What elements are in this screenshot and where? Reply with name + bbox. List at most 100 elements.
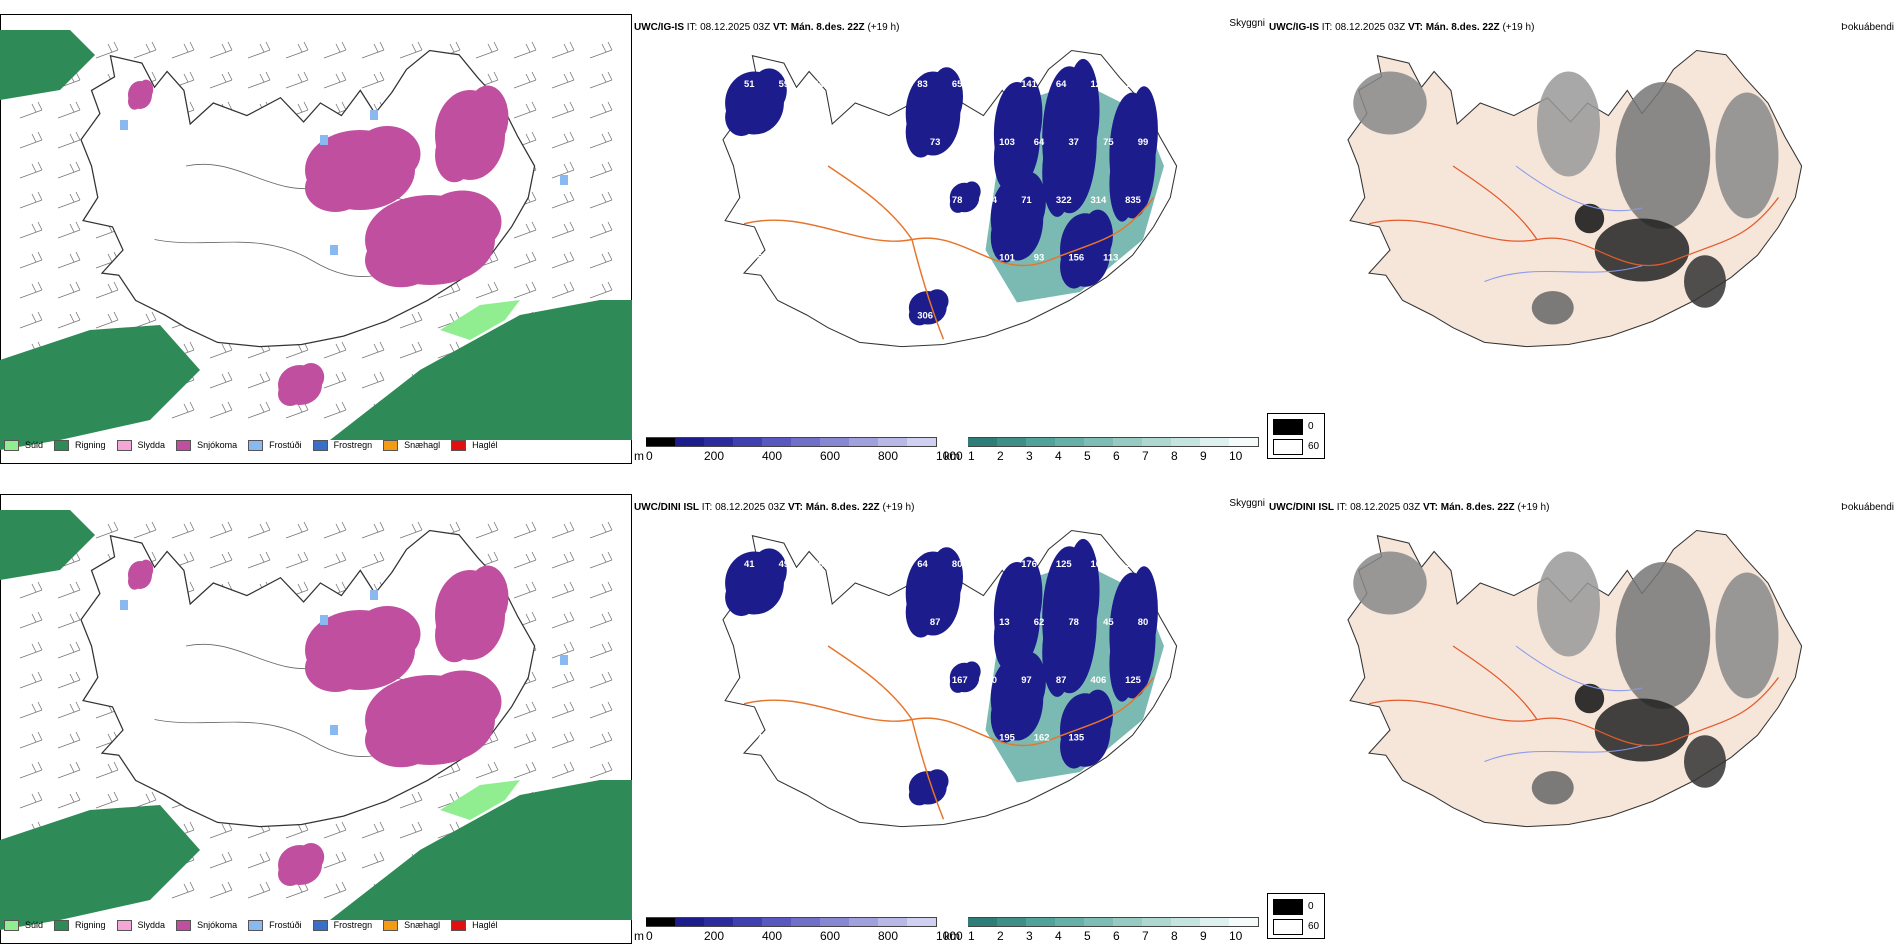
it-label: IT: (686, 22, 698, 33)
cloud-base-value: 41 (744, 559, 755, 570)
legend-label: Slydda (137, 440, 166, 450)
cloud-base-value: 80 (1138, 617, 1149, 628)
fog-gray-area (1715, 572, 1779, 699)
fog-legend-box: 0 60 (1267, 893, 1325, 939)
legend-item: Haglél (451, 919, 498, 931)
cloud-base-value: 406 (1091, 675, 1107, 686)
it-value: 08.12.2025 03Z (700, 22, 771, 33)
vis-colorbar-tick: 7 (1142, 929, 1149, 943)
cloud-base-area (1109, 566, 1158, 702)
legend-item: Frostúði (248, 439, 302, 451)
cloud-base-value: 74 (791, 617, 802, 628)
road-network (743, 645, 1155, 820)
vt-value: Mán. 8.des. 22Z (790, 22, 865, 33)
visibility-map-svg: 41 49 69 55 77 64 80 65 176 125 108 57 50 74 48 109 59 87… (722, 529, 1178, 828)
cloud-base-value: 86 (965, 137, 976, 148)
fog-swatch-0 (1273, 899, 1303, 915)
cloud-base-value: 63 (779, 310, 790, 321)
snow-area (435, 565, 509, 663)
cloud-colorbar-segment (791, 437, 821, 447)
precip-type-map: UWC/IG-IS IT: 08.12.2025 03Z VT: Mán. 8.… (0, 0, 632, 465)
it-value: 08.12.2025 03Z (715, 502, 786, 513)
cloud-base-value: 107 (930, 252, 946, 263)
cloud-base-value: 48 (826, 617, 837, 628)
cloud-base-area (1109, 86, 1158, 222)
vis-colorbar-tick: 3 (1026, 929, 1033, 943)
legend-label: Frostregn (333, 920, 373, 930)
lead-time: (+19 h) (867, 22, 900, 33)
vis-colorbar-segment (1055, 917, 1085, 927)
vis-colorbar-segment (1055, 437, 1085, 447)
fog-gray-areas (1353, 71, 1779, 325)
cloud-base-value: 75 (1103, 137, 1114, 148)
vis-map-title: Skyggni (1229, 18, 1265, 29)
cloud-base-value: 60 (987, 79, 998, 90)
cloud-colorbar-segment (733, 437, 763, 447)
cloud-base-value: 78 (1068, 617, 1079, 628)
fog-swatch-60 (1273, 439, 1303, 455)
cloud-colorbar-segment (762, 917, 792, 927)
cloud-base-value: 55 (848, 559, 859, 570)
cloud-base-value: 13 (999, 617, 1010, 628)
road-network (743, 165, 1155, 340)
cloud-colorbar-segment (878, 437, 908, 447)
cloud-colorbar-segment (791, 917, 821, 927)
cloud-base-value: 78 (848, 195, 859, 206)
vis-colorbar-segment (997, 917, 1027, 927)
vis-colorbar-segment (1026, 437, 1056, 447)
cloud-base-colorbar: m 0 200 400 600 800 1000 (634, 917, 963, 945)
legend-item: Snjókoma (176, 439, 238, 451)
cloud-base-value: 14 (952, 310, 963, 321)
cloud-base-value: 80 (744, 310, 755, 321)
vis-colorbar-segment (1171, 437, 1201, 447)
cloud-base-value: 41 (791, 252, 802, 263)
cloud-base-value: 56 (883, 675, 894, 686)
legend-label: Snjókoma (197, 440, 238, 450)
cloud-base-value: 125 (1125, 675, 1141, 686)
legend-label: Rigning (75, 920, 106, 930)
legend-label: Rigning (75, 440, 106, 450)
legend-swatch (383, 919, 399, 931)
vis-colorbar-tick: 2 (997, 929, 1004, 943)
cloud-colorbar-segment (820, 917, 850, 927)
legend-label: Súld (25, 440, 44, 450)
legend-swatch (54, 439, 70, 451)
fog-indicator-map: UWC/IG-IS IT: 08.12.2025 03Z VT: Mán. 8.… (1267, 0, 1900, 465)
cloud-base-value: 80 (987, 675, 998, 686)
cloud-base-areas (725, 58, 1158, 326)
legend-swatch (312, 439, 328, 451)
cloud-colorbar-tick: 800 (878, 449, 899, 463)
precip-map-svg (0, 494, 632, 944)
legend-swatch (176, 919, 192, 931)
cloud-colorbar-segment (907, 917, 937, 927)
snow-area (305, 606, 421, 692)
fog-gray-area (1715, 92, 1779, 219)
iceland-outline (1347, 529, 1803, 828)
it-label: IT: (1336, 502, 1348, 513)
legend-swatch (312, 919, 328, 931)
cloud-base-area (1042, 58, 1100, 217)
legend-item: Súld (4, 919, 43, 931)
cloud-base-value: 83 (917, 79, 928, 90)
vis-colorbar-segment (1229, 917, 1259, 927)
legend-swatch (116, 439, 132, 451)
forecast-row: UWC/IG-IS IT: 08.12.2025 03Z VT: Mán. 8.… (0, 0, 1900, 470)
vis-colorbar-segment (1113, 917, 1143, 927)
legend-label: Haglél (472, 440, 498, 450)
legend-swatch (4, 919, 19, 931)
iceland-outline: 41 49 69 55 77 64 80 65 176 125 108 57 50 74 48 109 59 87… (722, 529, 1178, 828)
cloud-base-value: 164 (917, 195, 933, 206)
legend-item: Haglél (451, 439, 498, 451)
vis-colorbar-tick: 9 (1200, 449, 1207, 463)
fog-gray-area (1353, 71, 1427, 135)
lead-time: (+19 h) (1517, 502, 1550, 513)
forecast-row: UWC/DINI ISL IT: 08.12.2025 03Z VT: Mán.… (0, 480, 1900, 950)
vis-colorbar-tick: 5 (1084, 929, 1091, 943)
cloud-base-area (993, 556, 1043, 670)
visibility-colorbar: km 1 2 3 4 5 6 7 8 9 10 (944, 437, 1259, 465)
vis-colorbar-segment (1200, 437, 1230, 447)
cloud-colorbar-segment (849, 917, 879, 927)
vt-label: VT: (1422, 502, 1438, 513)
vis-colorbar-tick: 4 (1055, 929, 1062, 943)
precip-legend: Súld Rigning Slydda Snjókoma Frostúði Frostre… (4, 916, 498, 934)
